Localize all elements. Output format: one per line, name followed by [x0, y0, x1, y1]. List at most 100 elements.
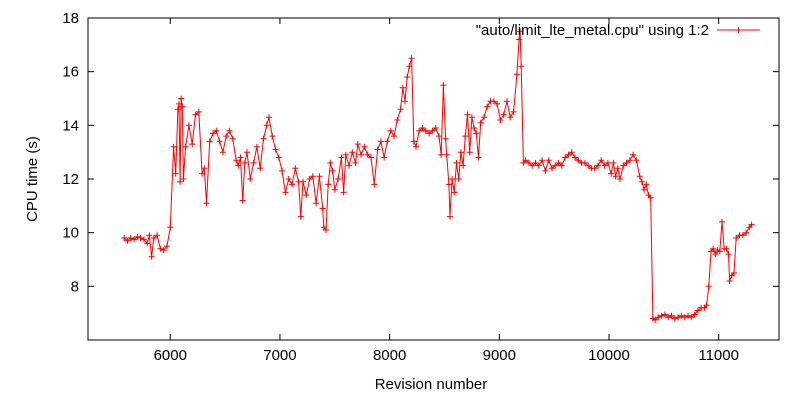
data-point-0-108	[429, 127, 436, 134]
data-point-0-170	[601, 162, 608, 169]
data-point-0-99	[404, 74, 411, 80]
data-point-0-154	[549, 165, 555, 172]
data-point-0-50	[260, 135, 267, 142]
data-point-0-94	[391, 133, 397, 140]
data-point-0-103	[413, 143, 419, 150]
data-point-0-183	[638, 178, 645, 185]
data-point-0-168	[595, 162, 601, 169]
data-point-0-167	[591, 165, 598, 172]
data-point-0-39	[229, 135, 236, 142]
data-point-0-96	[397, 106, 404, 113]
data-point-0-158	[562, 154, 569, 161]
data-point-0-62	[297, 213, 304, 220]
data-point-0-37	[223, 133, 230, 140]
axis-titles: Revision number CPU time (s)	[24, 136, 487, 393]
data-point-0-153	[545, 157, 552, 164]
data-point-0-59	[289, 181, 295, 188]
data-point-0-57	[282, 189, 289, 196]
data-point-0-125	[466, 149, 473, 156]
data-point-0-146	[522, 157, 529, 164]
data-point-0-214	[723, 245, 730, 252]
data-point-0-44	[241, 159, 248, 166]
data-point-0-72	[325, 181, 332, 188]
data-point-0-69	[319, 205, 326, 212]
data-point-0-135	[494, 100, 501, 107]
data-point-0-79	[342, 151, 349, 158]
data-point-0-16	[170, 143, 177, 150]
data-point-0-149	[532, 159, 539, 166]
data-point-0-144	[518, 63, 525, 70]
y-tick-label-5: 18	[62, 10, 79, 27]
data-point-0-6	[140, 236, 147, 243]
x-tick-label-5: 11000	[698, 347, 739, 364]
data-point-0-7	[144, 240, 151, 247]
data-point-0-21	[178, 95, 185, 102]
data-point-0-43	[239, 197, 246, 204]
data-point-0-100	[406, 63, 413, 70]
data-point-0-5	[137, 235, 144, 241]
data-point-0-66	[309, 173, 316, 180]
data-point-0-219	[733, 235, 740, 241]
data-point-0-124	[464, 111, 471, 118]
legend: "auto/limit_lte_metal.cpu" using 1:2	[476, 22, 760, 39]
x-tick-label-1: 7000	[263, 347, 296, 364]
data-point-0-180	[630, 151, 637, 158]
data-point-0-63	[300, 178, 306, 185]
data-point-0-138	[504, 98, 510, 105]
data-point-0-91	[381, 154, 388, 161]
data-point-0-48	[253, 143, 260, 150]
data-point-0-143	[517, 28, 524, 35]
legend-label: "auto/limit_lte_metal.cpu" using 1:2	[476, 22, 709, 39]
data-point-0-68	[316, 173, 323, 180]
data-point-0-47	[250, 159, 257, 166]
x-tick-label-3: 9000	[483, 347, 516, 364]
data-point-0-58	[285, 176, 292, 182]
data-point-0-107	[426, 130, 433, 137]
data-point-0-199	[685, 312, 691, 319]
data-point-0-65	[306, 176, 313, 182]
data-point-0-78	[340, 189, 347, 196]
data-point-0-109	[432, 125, 439, 131]
data-point-0-25	[185, 122, 192, 129]
data-point-0-160	[568, 149, 575, 156]
series-line-0	[123, 31, 752, 321]
data-point-0-114	[443, 151, 450, 158]
data-point-0-194	[668, 312, 675, 319]
data-point-0-86	[364, 151, 371, 158]
data-point-0-147	[525, 159, 532, 166]
data-point-0-22	[179, 103, 186, 110]
data-point-0-97	[399, 84, 406, 91]
data-point-0-136	[497, 117, 504, 123]
data-point-0-82	[352, 159, 359, 166]
data-point-0-41	[235, 162, 242, 169]
x-tick-label-2: 8000	[373, 347, 406, 364]
data-point-0-88	[371, 181, 378, 188]
data-point-0-75	[331, 186, 338, 193]
data-point-0-49	[257, 165, 264, 172]
data-point-0-216	[726, 278, 733, 284]
data-point-0-197	[678, 312, 685, 319]
data-point-0-28	[195, 108, 202, 115]
data-point-0-45	[244, 149, 250, 156]
data-point-0-222	[743, 229, 750, 236]
data-point-0-51	[263, 122, 270, 129]
y-tick-label-2: 12	[62, 171, 79, 188]
plot-frame	[87, 17, 780, 341]
data-point-0-218	[731, 269, 737, 276]
data-point-0-112	[440, 82, 447, 89]
data-point-0-26	[189, 141, 196, 148]
data-point-0-111	[438, 151, 445, 158]
data-point-0-189	[652, 316, 659, 323]
data-point-0-102	[410, 138, 417, 145]
data-point-0-13	[160, 247, 167, 254]
data-point-0-31	[203, 200, 210, 207]
axis-tick-labels: 6000 7000 8000 9000 10000 11000 8 10 12 14 16 18	[62, 10, 739, 364]
data-point-0-56	[279, 167, 286, 174]
data-point-0-134	[490, 98, 497, 105]
data-point-0-10	[150, 235, 157, 241]
data-point-0-161	[572, 154, 578, 161]
data-point-0-151	[539, 157, 546, 164]
data-point-0-106	[422, 127, 429, 134]
data-point-0-157	[558, 162, 565, 169]
data-point-0-52	[266, 114, 272, 121]
